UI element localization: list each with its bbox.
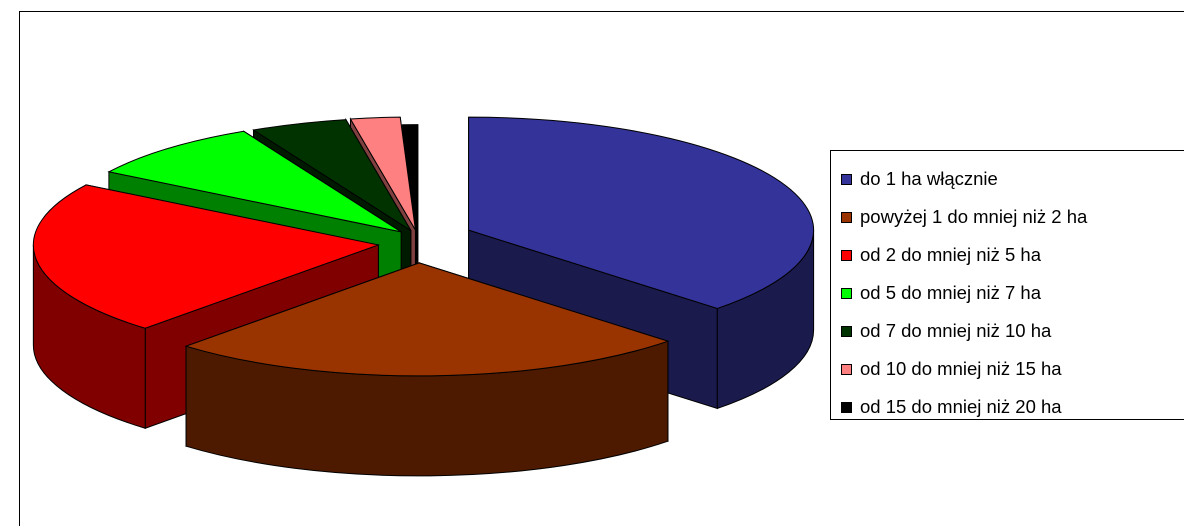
legend-swatch [841,363,852,375]
legend-item: do 1 ha włącznie [841,166,998,192]
pie-slice-2: powyżej 1 do mniej niż 2 ha [184,262,670,477]
legend-swatch [841,325,852,337]
legend-label: od 15 do mniej niż 20 ha [860,396,1062,417]
legend-label: od 7 do mniej niż 10 ha [860,320,1052,341]
chart-area: od 15 do mniej niż 20 ha od 10 do mniej n… [19,11,1184,526]
legend-item: od 10 do mniej niż 15 ha [841,356,1062,382]
pie-slice-top [468,116,815,309]
pie-slice-top [402,124,419,238]
legend-label: od 2 do mniej niż 5 ha [860,244,1042,265]
legend-item: od 7 do mniej niż 10 ha [841,318,1051,344]
legend-item: od 5 do mniej niż 7 ha [841,280,1041,306]
legend-swatch [841,287,852,299]
legend-item: od 15 do mniej niż 20 ha [841,394,1062,420]
legend-swatch [841,211,852,223]
pie-slice-top [184,262,670,377]
legend-swatch [841,401,852,413]
legend: do 1 ha włącznie powyżej 1 do mniej niż 2… [830,150,1184,420]
legend-item: od 2 do mniej niż 5 ha [841,242,1041,268]
legend-swatch [841,173,852,185]
legend-swatch [841,249,852,261]
pie-slice-top [252,119,412,231]
legend-label: od 10 do mniej niż 15 ha [860,358,1062,379]
pie-slice-top [32,184,381,329]
pie-slice-top [349,116,416,231]
pie-slice-top [107,130,402,233]
legend-label: do 1 ha włącznie [860,168,998,189]
legend-label: od 5 do mniej niż 7 ha [860,282,1042,303]
legend-item: powyżej 1 do mniej niż 2 ha [841,204,1087,230]
legend-label: powyżej 1 do mniej niż 2 ha [860,206,1088,227]
